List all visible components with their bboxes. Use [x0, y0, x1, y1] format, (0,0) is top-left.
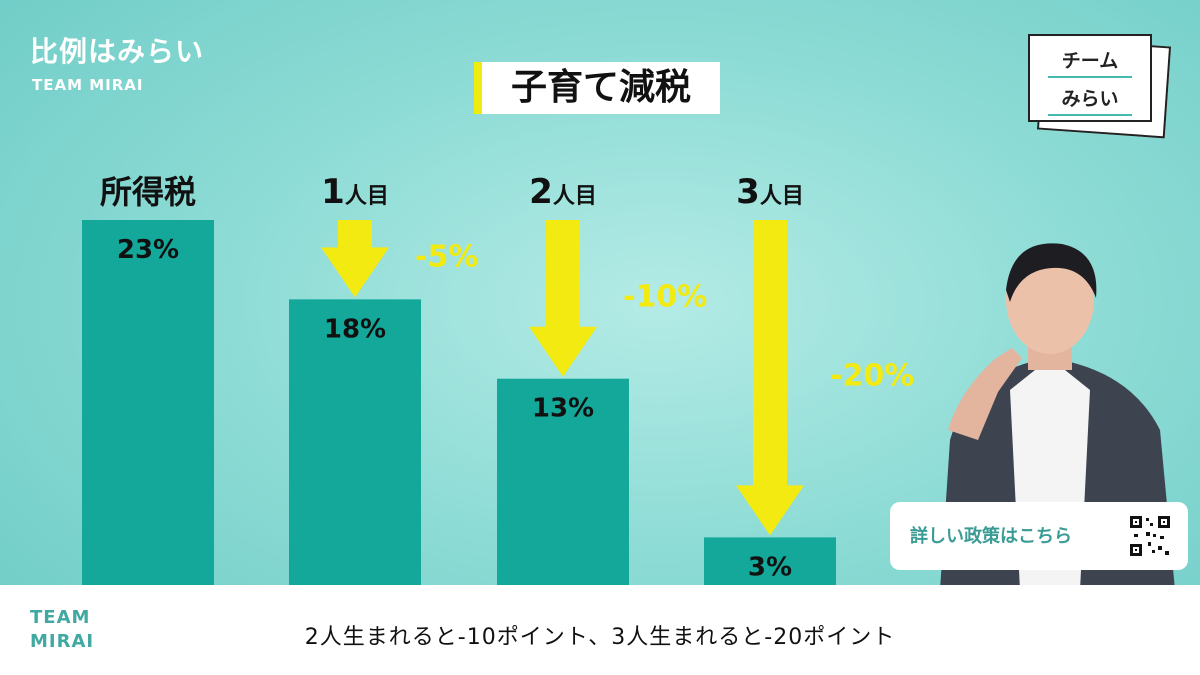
- logo-rule: [1048, 114, 1132, 116]
- down-arrow-2: [529, 220, 597, 377]
- category-label: 3人目: [736, 172, 804, 212]
- category-number: 3: [736, 172, 760, 212]
- category-suffix: 人目: [345, 184, 389, 209]
- category-label: 2人目: [529, 172, 597, 212]
- qr-code-icon: [1128, 514, 1172, 558]
- down-arrow-3: [736, 220, 804, 536]
- bar-value-label: 23%: [117, 235, 179, 265]
- chart-title: 子育て減税: [474, 62, 720, 114]
- category-number: 2: [529, 172, 553, 212]
- subtitle-bar: TEAM MIRAI 2人生まれると-10ポイント、3人生まれると-20ポイント: [0, 585, 1200, 675]
- category-suffix: 人目: [760, 184, 804, 209]
- bar-3: [704, 537, 836, 585]
- chart-title-text: 子育て減税: [510, 67, 691, 108]
- category-label: 1人目: [321, 172, 389, 212]
- logo-rule: [1048, 76, 1132, 78]
- bar-2: [497, 378, 629, 585]
- reduction-label: -20%: [830, 359, 914, 394]
- policy-link-label: 詳しい政策はこちら: [910, 526, 1072, 547]
- bar-1: [289, 299, 421, 585]
- footer-logo-line2: MIRAI: [30, 631, 95, 652]
- brand-subtitle: TEAM MIRAI: [32, 76, 144, 94]
- logo-line1: チーム: [1061, 50, 1119, 72]
- brand-title: 比例はみらい: [30, 35, 205, 68]
- footer-logo-line1: TEAM: [30, 607, 91, 628]
- category-number: 1: [321, 172, 345, 212]
- subtitle-caption: 2人生まれると-10ポイント、3人生まれると-20ポイント: [304, 625, 896, 650]
- logo-line2: みらい: [1061, 88, 1119, 110]
- category-suffix: 人目: [553, 184, 597, 209]
- category-label: 所得税: [100, 173, 196, 211]
- reduction-label: -5%: [415, 240, 478, 275]
- bar-value-label: 3%: [748, 552, 792, 582]
- team-mirai-logo: チーム みらい: [1028, 34, 1152, 122]
- bar-value-label: 18%: [324, 314, 386, 344]
- policy-link-card[interactable]: 詳しい政策はこちら: [890, 502, 1188, 570]
- bar-0: [82, 220, 214, 585]
- down-arrow-1: [321, 220, 389, 298]
- bar-value-label: 13%: [532, 394, 594, 424]
- reduction-label: -10%: [623, 279, 707, 314]
